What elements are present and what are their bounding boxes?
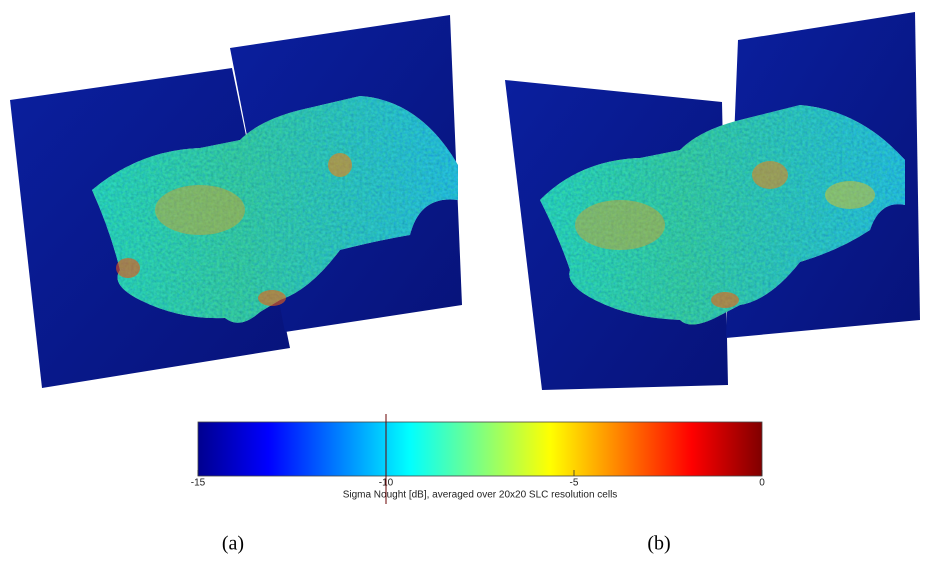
sar-image-a [10,15,462,388]
panel-label: (a) [222,533,244,555]
sar-image-b [505,12,920,390]
tick-label: 0 [759,478,765,489]
colorbar-label: Sigma Nought [dB], averaged over 20x20 S… [343,490,618,501]
colorbar [197,421,763,477]
tick-label: -15 [191,478,206,489]
panel-label: (b) [647,533,670,555]
tick-label: -5 [570,478,579,489]
